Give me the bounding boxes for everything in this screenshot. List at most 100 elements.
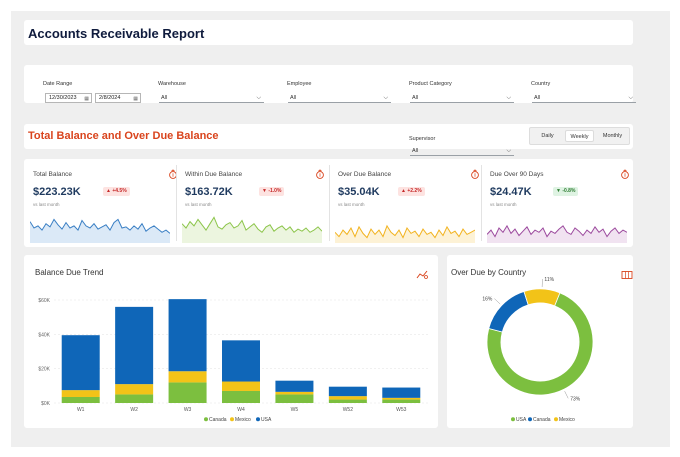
- product-category-label: Product Category: [409, 81, 452, 87]
- bar-segment-usa[interactable]: [168, 299, 207, 372]
- kpi-change-badge: ▼ -0.8%: [553, 187, 579, 196]
- legend-label: USA: [261, 417, 272, 423]
- bar-segment-mexico[interactable]: [222, 381, 260, 391]
- country-dropdown[interactable]: All ⌵: [532, 93, 636, 103]
- legend-label: Mexico: [235, 417, 251, 423]
- bar-segment-canada[interactable]: [382, 399, 421, 403]
- kpi-title: Within Due Balance: [185, 171, 243, 178]
- chevron-down-icon: ⌵: [628, 95, 633, 101]
- bar-segment-canada[interactable]: [275, 394, 314, 403]
- y-tick-label: $40K: [38, 332, 50, 338]
- map-icon[interactable]: [621, 270, 633, 280]
- bar-segment-mexico[interactable]: [115, 384, 154, 395]
- bar-segment-mexico[interactable]: [382, 397, 421, 400]
- kpi-card-total-balance: Total Balance $223.23K ▲ +4.5% vs last m…: [24, 159, 177, 247]
- balance-trend-panel: Balance Due Trend $0K $20K $40K $60K W1 W2 W3 W…: [24, 255, 438, 428]
- balance-trend-chart: $0K $20K $40K $60K W1 W2 W3 W4 W5 W52 W53 Canada Mex…: [38, 298, 428, 423]
- donut-slice-mexico[interactable]: [523, 288, 561, 307]
- sparkline-area: [335, 225, 475, 243]
- sparkline-area: [487, 225, 627, 243]
- title-panel: Accounts Receivable Report: [24, 20, 633, 45]
- date-start-input[interactable]: 12/30/2023 ▦: [45, 93, 92, 103]
- y-tick-label: $20K: [38, 367, 50, 373]
- kpi-divider: [481, 165, 482, 241]
- kpi-card-over-due: Over Due Balance $35.04K ▲ +2.2% vs last…: [329, 159, 481, 247]
- country-label: Country: [531, 81, 551, 87]
- bar-segment-mexico[interactable]: [168, 371, 207, 383]
- warehouse-value: All: [161, 95, 168, 101]
- employee-value: All: [290, 95, 297, 101]
- money-bag-icon[interactable]: [470, 169, 480, 179]
- sparkline-area: [182, 217, 322, 243]
- date-end-value: 2/8/2024: [99, 95, 121, 101]
- bar-segment-canada[interactable]: [115, 394, 154, 403]
- supervisor-label: Supervisor: [409, 136, 436, 142]
- period-weekly-button[interactable]: Weekly: [565, 130, 594, 142]
- bar-segment-usa[interactable]: [222, 340, 260, 382]
- period-daily-button[interactable]: Daily: [541, 133, 554, 139]
- kpi-card-within-due: Within Due Balance $163.72K ▼ -1.0% vs l…: [176, 159, 328, 247]
- legend-label: Canada: [209, 417, 227, 423]
- kpi-value: $163.72K: [185, 186, 233, 198]
- chart-settings-icon[interactable]: [416, 269, 428, 279]
- sparkline-line: [335, 224, 475, 239]
- money-bag-icon[interactable]: [315, 169, 325, 179]
- product-category-dropdown[interactable]: All ⌵: [410, 93, 514, 103]
- bar-segment-canada[interactable]: [222, 390, 260, 403]
- bar-segment-canada[interactable]: [61, 396, 100, 403]
- bar-segment-canada[interactable]: [168, 382, 207, 403]
- page-title: Accounts Receivable Report: [28, 26, 205, 41]
- period-monthly-button[interactable]: Monthly: [602, 133, 623, 139]
- legend-label: Mexico: [559, 417, 575, 423]
- legend-swatch: [528, 417, 532, 422]
- bar-segment-usa[interactable]: [328, 386, 367, 397]
- sparkline-area: [30, 219, 170, 243]
- sparkline-line: [487, 224, 627, 238]
- kpi-title: Due Over 90 Days: [490, 171, 544, 178]
- date-end-input[interactable]: 2/8/2024 ▦: [95, 93, 141, 103]
- kpi-subtitle: vs last month: [490, 202, 517, 207]
- x-tick-label: W3: [184, 407, 192, 413]
- bar-segment-mexico[interactable]: [61, 390, 100, 397]
- employee-dropdown[interactable]: All ⌵: [288, 93, 391, 103]
- donut-data-label: 11%: [544, 277, 554, 283]
- kpi-subtitle: vs last month: [185, 202, 212, 207]
- bar-segment-mexico[interactable]: [275, 391, 314, 395]
- kpi-divider: [176, 165, 177, 241]
- filter-panel: Date Range 12/30/2023 ▦ 2/8/2024 ▦ Wareh…: [24, 65, 636, 103]
- supervisor-dropdown[interactable]: All ⌵: [410, 146, 514, 156]
- section-title: Total Balance and Over Due Balance: [28, 130, 219, 142]
- date-range-label: Date Range: [43, 81, 73, 87]
- kpi-value: $24.47K: [490, 186, 532, 198]
- bar-segment-canada[interactable]: [328, 399, 367, 403]
- kpi-card-due-over-90: Due Over 90 Days $24.47K ▼ -0.8% vs last…: [481, 159, 633, 247]
- warehouse-dropdown[interactable]: All ⌵: [159, 93, 264, 103]
- calendar-icon[interactable]: ▦: [133, 96, 138, 102]
- donut-data-label: 16%: [482, 297, 493, 303]
- sparkline-due-over-90: [487, 224, 627, 243]
- bar-segment-usa[interactable]: [115, 306, 154, 385]
- bar-segment-usa[interactable]: [61, 335, 100, 391]
- y-tick-label: $60K: [38, 298, 50, 304]
- legend-label: USA: [516, 417, 527, 423]
- legend-swatch: [256, 417, 260, 422]
- legend-swatch: [204, 417, 208, 422]
- bar-segment-usa[interactable]: [275, 380, 314, 392]
- donut-slice-usa[interactable]: [486, 292, 594, 396]
- kpi-title: Over Due Balance: [338, 171, 392, 178]
- kpi-panel: Total Balance $223.23K ▲ +4.5% vs last m…: [24, 159, 633, 247]
- legend-label: Canada: [533, 417, 551, 423]
- bar-segment-usa[interactable]: [382, 387, 421, 398]
- period-toggle: Daily Weekly Monthly: [529, 127, 630, 145]
- calendar-icon[interactable]: ▦: [84, 96, 89, 102]
- bar-segment-mexico[interactable]: [328, 396, 367, 400]
- x-tick-label: W52: [343, 407, 354, 413]
- chevron-down-icon: ⌵: [256, 95, 261, 101]
- donut-slice-canada[interactable]: [488, 290, 529, 333]
- sparkline-line: [30, 218, 170, 234]
- money-bag-icon[interactable]: [620, 169, 630, 179]
- country-value: All: [534, 95, 541, 101]
- x-tick-label: W2: [130, 407, 138, 413]
- sparkline-line: [182, 216, 322, 234]
- x-tick-label: W4: [237, 407, 245, 413]
